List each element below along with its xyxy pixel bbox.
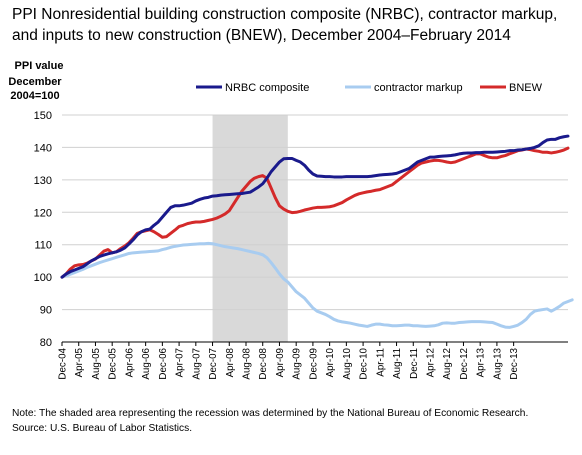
x-tick-label: Aug-05 xyxy=(91,347,102,379)
y-axis-label-unit: December 2004=100 xyxy=(8,76,62,102)
x-tick-label: Aug-11 xyxy=(392,348,403,379)
recession-shading xyxy=(212,115,288,342)
x-tick-label: Dec-12 xyxy=(459,348,470,380)
x-tick-label: Aug-13 xyxy=(492,347,503,379)
x-tick-label: Dec-09 xyxy=(308,348,319,380)
y-axis-label: PPI value xyxy=(14,60,64,72)
x-tick-label: Aug-12 xyxy=(442,348,453,380)
y-tick-label: 140 xyxy=(34,142,52,154)
x-tick-label: Apr-07 xyxy=(175,348,186,377)
x-tick-label: Dec-06 xyxy=(158,347,169,379)
x-tick-label: Aug-10 xyxy=(342,347,353,379)
x-tick-label: Aug-06 xyxy=(141,347,152,379)
series-line-contractor-markup xyxy=(60,241,574,329)
x-tick-label: Apr-09 xyxy=(275,348,286,377)
x-tick-label: Dec-08 xyxy=(258,347,269,379)
x-tick-label: Aug-08 xyxy=(242,347,253,379)
legend-label: BNEW xyxy=(509,82,543,94)
x-tick-label: Dec-04 xyxy=(58,347,69,379)
legend-label: NRBC composite xyxy=(225,82,309,94)
x-tick-label: Dec-05 xyxy=(108,347,119,379)
x-tick-label: Apr-06 xyxy=(124,347,135,377)
y-tick-label: 90 xyxy=(40,305,52,317)
y-tick-label: 150 xyxy=(34,110,52,122)
x-tick-label: Apr-08 xyxy=(225,347,236,377)
x-tick-label: Aug-09 xyxy=(292,348,303,380)
y-axis-ticks: 80 90 100 110 120 130 140 150 xyxy=(34,110,52,349)
x-tick-label: Dec-07 xyxy=(208,348,219,380)
series-lines xyxy=(60,134,574,329)
x-tick-label: Apr-11 xyxy=(375,348,386,377)
legend: NRBC composite contractor markup BNEW xyxy=(196,82,543,94)
chart-title: PPI Nonresidential building construction… xyxy=(12,6,558,44)
x-tick-label: Apr-05 xyxy=(74,347,85,377)
x-tick-label: Apr-10 xyxy=(325,347,336,377)
y-tick-label: 110 xyxy=(34,240,52,252)
y-tick-label: 130 xyxy=(34,175,52,187)
x-tick-label: Apr-13 xyxy=(476,347,487,377)
series-line-nrbc-composite xyxy=(60,134,570,279)
y-tick-label: 120 xyxy=(34,207,52,219)
x-tick-label: Aug-07 xyxy=(191,348,202,380)
y-tick-label: 80 xyxy=(40,337,52,349)
recession-note: Note: The shaded area representing the r… xyxy=(12,408,529,419)
y-tick-label: 100 xyxy=(34,272,52,284)
x-axis-ticks: Dec-04 Apr-05 Aug-05 Dec-05 Apr-06 Aug-06 Dec-… xyxy=(58,342,520,380)
footer-notes: Note: The shaded area representing the r… xyxy=(12,406,578,436)
gridlines xyxy=(62,114,568,311)
legend-label: contractor markup xyxy=(374,82,463,94)
source-note: Source: U.S. Bureau of Labor Statistics. xyxy=(12,423,193,434)
x-tick-label: Dec-13 xyxy=(509,347,520,379)
x-tick-label: Dec-11 xyxy=(409,348,420,379)
x-tick-label: Dec-10 xyxy=(359,347,370,379)
x-tick-label: Apr-12 xyxy=(426,348,437,377)
